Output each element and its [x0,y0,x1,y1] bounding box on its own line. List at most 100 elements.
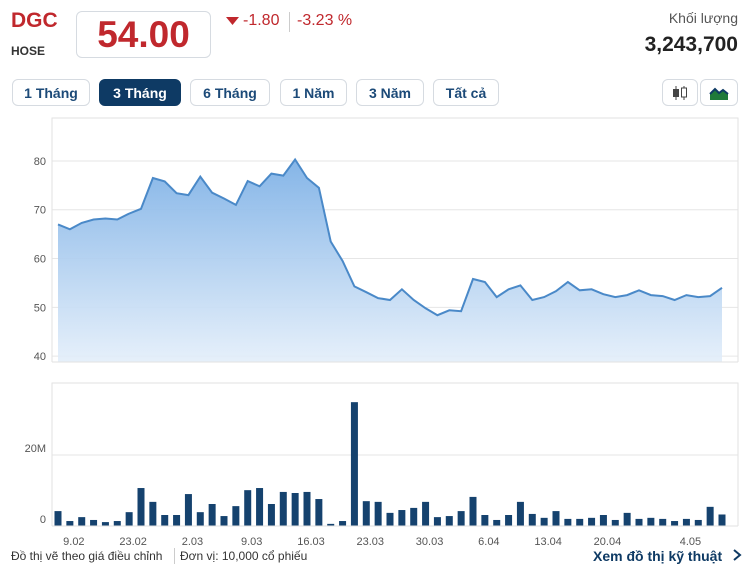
candlestick-icon [673,85,687,100]
price-line [57,157,723,317]
volume-bar [303,491,311,526]
y-tick-label: 20M [25,443,46,455]
volume-bar [161,515,169,526]
range-button[interactable]: Tất cả [433,79,499,106]
volume-bar [445,516,453,526]
volume-bar [706,506,714,526]
volume-bar [350,402,358,526]
volume-bar [599,515,607,526]
volume-bar [718,514,726,526]
volume-bar [339,521,347,526]
y-tick-label: 60 [34,254,46,266]
down-arrow [226,17,239,25]
ticker: DGC [11,9,58,32]
volume-bar [552,511,560,526]
volume-bar [433,517,441,526]
x-tick-label: 16.03 [297,536,325,548]
chevron [733,549,742,561]
volume-bar [398,510,406,526]
y-tick-label: 80 [34,156,46,168]
x-tick-label: 23.03 [357,536,385,548]
range-button[interactable]: 1 Tháng [12,79,90,106]
volume-bar [374,501,382,526]
volume-bar [279,491,287,526]
volume-bar [184,494,192,526]
volume-bar [362,501,370,526]
volume-bar [232,506,240,526]
x-tick-label: 9.03 [241,536,262,548]
footer-unit: Đơn vị: 10,000 cổ phiếu [180,549,308,563]
volume-bar [516,501,524,526]
volume-bar [267,504,275,526]
volume-bar [457,511,465,526]
volume-bar [694,519,702,526]
link-text: Xem đồ thị kỹ thuật [593,548,723,564]
x-tick-label: 23.02 [119,536,147,548]
plot-frame [51,117,739,362]
exchange: HOSE [11,44,46,58]
volume-bar [244,490,252,526]
x-tick-label: 13.04 [534,536,562,548]
volume-bar [647,517,655,526]
range-button[interactable]: 3 Năm [356,79,424,106]
y-tick-label: 40 [34,351,46,363]
x-tick-label: 6.04 [478,536,499,548]
area-icon [709,87,729,100]
volume-bar [208,504,216,526]
volume-bar [90,519,98,526]
volume-bar [101,522,109,526]
volume-bar [315,499,323,526]
volume-bar [220,516,228,526]
volume-bar [611,519,619,526]
volume-bar [659,518,667,526]
volume-bar [528,513,536,526]
change-percent: -3.23 % [297,12,353,29]
volume-label: Khối lượng [668,10,738,26]
volume-bar [327,523,335,526]
x-tick-label: 9.02 [63,536,84,548]
volume-bar [149,501,157,526]
range-button[interactable]: 3 Tháng [99,79,181,106]
x-tick-label: 2.03 [182,536,203,548]
divider [174,548,175,564]
plot-frame [51,382,739,526]
technical-chart-link[interactable]: Xem đồ thị kỹ thuật [593,548,742,564]
volume-bar [66,521,74,526]
volume-bar [540,517,548,526]
volume-bar [635,518,643,526]
candlestick-button[interactable] [662,79,698,106]
volume-bar [564,518,572,526]
footer-note: Đồ thị vẽ theo giá điều chỉnh [11,549,163,563]
x-tick-label: 30.03 [416,536,444,548]
volume-bar [196,512,204,526]
volume-bar [410,507,418,526]
volume: 3,243,700 [644,33,738,56]
volume-bar [137,488,145,526]
volume-bar [291,493,299,526]
y-tick-label: 0 [40,514,46,526]
volume-bar [576,518,584,526]
area-button[interactable] [700,79,738,106]
y-tick-label: 50 [34,302,46,314]
volume-bar [113,521,121,526]
volume-bar [671,521,679,526]
area [58,159,722,362]
divider [289,12,290,32]
y-tick-label: 70 [34,205,46,217]
volume-bar [173,515,181,526]
volume-bar [386,512,394,526]
price: 54.00 [76,11,211,58]
x-tick-label: 4.05 [680,536,701,548]
volume-bar [78,517,86,526]
range-button[interactable]: 1 Năm [280,79,347,106]
volume-bar [588,517,596,526]
range-button[interactable]: 6 Tháng [190,79,270,106]
volume-bar [125,512,133,526]
volume-bar [481,515,489,526]
x-tick-label: 20.04 [594,536,622,548]
volume-bar [682,518,690,526]
volume-bar [422,501,430,526]
volume-bar [505,515,513,526]
